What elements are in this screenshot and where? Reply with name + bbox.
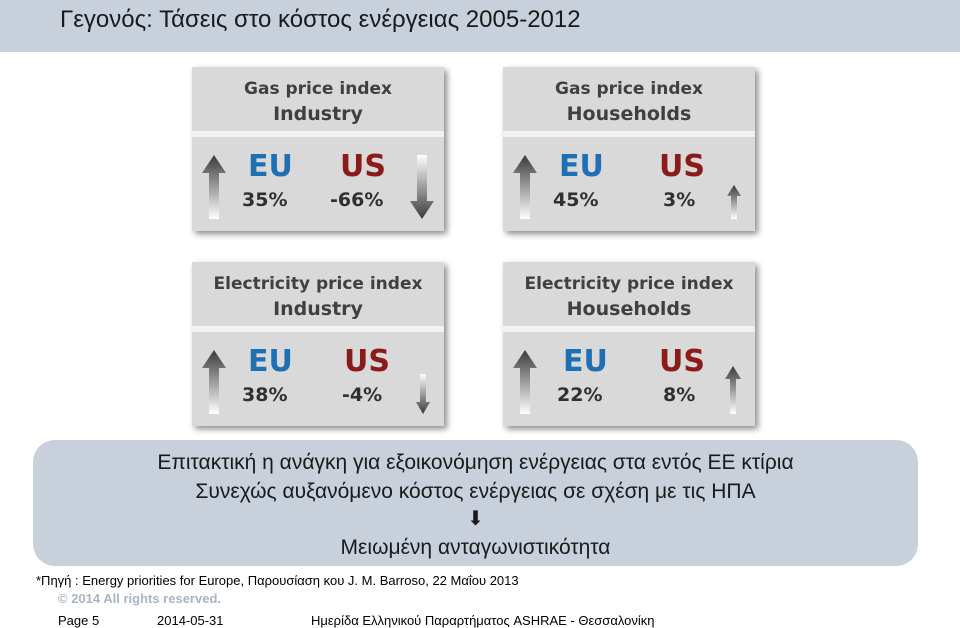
banner-line-2: Συνεχώς αυξανόμενο κόστος ενέργειας σε σ… bbox=[195, 480, 756, 503]
card-gas-households: Gas price index Households EU 45% US 3% bbox=[503, 67, 755, 231]
eu-label: EU bbox=[563, 344, 608, 379]
arrow-down-icon bbox=[410, 155, 434, 219]
card-title: Gas price index bbox=[244, 79, 392, 99]
arrow-up-icon bbox=[513, 350, 537, 414]
card-body: EU 45% US 3% bbox=[503, 137, 755, 231]
card-title: Electricity price index bbox=[213, 274, 423, 294]
card-electricity-households: Electricity price index Households EU 22… bbox=[503, 262, 755, 426]
us-value: 8% bbox=[663, 384, 696, 406]
footer-date: 2014-05-31 bbox=[157, 613, 224, 628]
us-value: 3% bbox=[663, 189, 696, 211]
us-label: US bbox=[659, 344, 705, 379]
us-label: US bbox=[344, 344, 390, 379]
eu-value: 38% bbox=[242, 384, 288, 406]
source-note: *Πηγή : Energy priorities for Europe, Πα… bbox=[36, 573, 519, 588]
arrow-up-icon bbox=[727, 185, 741, 219]
footer-page: Page 5 bbox=[58, 613, 100, 628]
card-electricity-industry: Electricity price index Industry EU 38% … bbox=[192, 262, 444, 426]
us-value: -66% bbox=[330, 189, 384, 211]
arrow-up-icon bbox=[725, 366, 741, 414]
eu-value: 22% bbox=[557, 384, 603, 406]
conclusion-banner: Επιτακτική η ανάγκη για εξοικονόμηση ενέ… bbox=[33, 440, 918, 566]
card-subtitle: Households bbox=[566, 103, 692, 125]
arrow-up-icon bbox=[202, 350, 226, 414]
card-header: Gas price index Households bbox=[503, 67, 755, 131]
card-header: Electricity price index Industry bbox=[192, 262, 444, 326]
copyright: © 2014 All rights reserved. bbox=[58, 591, 222, 606]
arrow-up-icon bbox=[513, 155, 537, 219]
banner-line-3: Μειωμένη ανταγωνιστικότητα bbox=[340, 536, 611, 559]
card-body: EU 22% US 8% bbox=[503, 332, 755, 426]
eu-value: 45% bbox=[553, 189, 599, 211]
card-gas-industry: Gas price index Industry EU 35% US -66% bbox=[192, 67, 444, 231]
title-bar: Γεγονός: Τάσεις στο κόστος ενέργειας 200… bbox=[0, 0, 960, 52]
eu-label: EU bbox=[559, 149, 604, 184]
eu-label: EU bbox=[248, 344, 293, 379]
slide-title: Γεγονός: Τάσεις στο κόστος ενέργειας 200… bbox=[60, 6, 581, 33]
us-label: US bbox=[340, 149, 386, 184]
us-value: -4% bbox=[342, 384, 383, 406]
eu-label: EU bbox=[248, 149, 293, 184]
card-title: Gas price index bbox=[555, 79, 703, 99]
card-header: Electricity price index Households bbox=[503, 262, 755, 326]
card-header: Gas price index Industry bbox=[192, 67, 444, 131]
us-label: US bbox=[659, 149, 705, 184]
eu-value: 35% bbox=[242, 189, 288, 211]
banner-line-1: Επιτακτική η ανάγκη για εξοικονόμηση ενέ… bbox=[157, 451, 794, 474]
footer-event: Ημερίδα Ελληνικού Παραρτήματος ASHRAE - … bbox=[311, 613, 655, 628]
card-subtitle: Households bbox=[566, 298, 692, 320]
card-title: Electricity price index bbox=[524, 274, 734, 294]
card-subtitle: Industry bbox=[273, 103, 363, 125]
card-body: EU 38% US -4% bbox=[192, 332, 444, 426]
card-body: EU 35% US -66% bbox=[192, 137, 444, 231]
card-subtitle: Industry bbox=[273, 298, 363, 320]
down-arrow-icon: ⬇ bbox=[467, 508, 484, 530]
arrow-up-icon bbox=[202, 155, 226, 219]
arrow-down-icon bbox=[416, 374, 430, 414]
